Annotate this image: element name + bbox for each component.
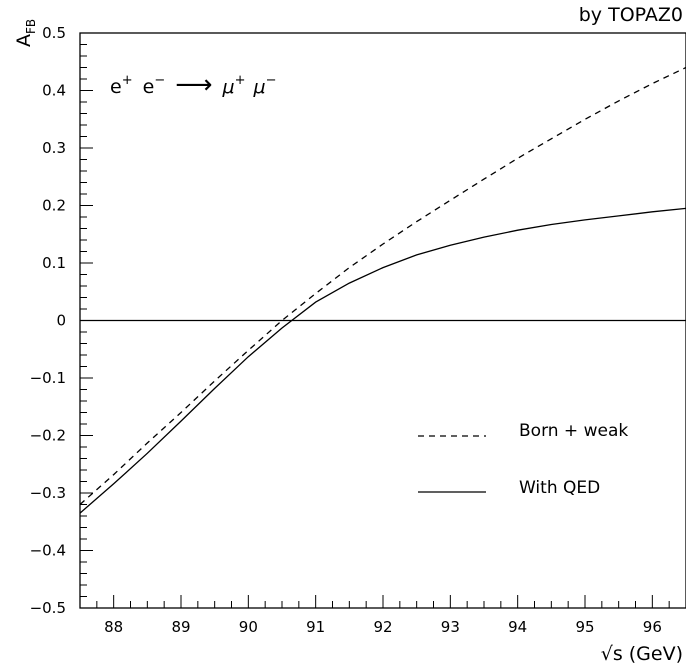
credit-label: by TOPAZ0 — [579, 4, 683, 26]
x-tick-label: 88 — [104, 618, 123, 636]
y-tick-label: −0.2 — [30, 427, 66, 445]
y-axis-title-sub: FB — [24, 19, 38, 34]
y-tick-label: 0.3 — [42, 139, 66, 157]
legend-label-born-weak: Born + weak — [519, 421, 628, 441]
process-rhs-1-sup: + — [235, 73, 246, 88]
labels-layer: by TOPAZ0 AFB √s (GeV) e+ e− ⟶ μ+ μ− Born + … — [13, 4, 683, 665]
process-lhs-1-sup: + — [122, 73, 133, 88]
process-lhs-1: e — [110, 76, 122, 98]
x-tick-label: 91 — [306, 618, 325, 636]
y-axis-title-base: A — [13, 34, 35, 47]
legend: Born + weak With QED — [418, 421, 628, 498]
process-rhs-1: μ — [222, 76, 235, 98]
process-arrow: ⟶ — [175, 70, 212, 100]
process-annotation: e+ e− ⟶ μ+ μ− — [110, 70, 277, 100]
y-tick-label: −0.4 — [30, 542, 66, 560]
y-axis-title: AFB — [13, 19, 38, 47]
x-axis-title-text: s (GeV) — [613, 643, 683, 665]
y-tick-label: 0.1 — [42, 254, 66, 272]
legend-label-with-qed: With QED — [519, 478, 600, 498]
x-tick-label: 92 — [373, 618, 392, 636]
y-tick-label: 0.4 — [42, 82, 66, 100]
series-with-qed-line — [79, 207, 686, 514]
y-tick-label: 0.5 — [42, 24, 66, 42]
x-tick-label: 90 — [239, 618, 258, 636]
y-tick-label: −0.3 — [30, 484, 66, 502]
process-rhs-2-sup: − — [266, 73, 277, 88]
y-tick-label: 0 — [56, 312, 66, 330]
x-tick-label: 95 — [575, 618, 594, 636]
series-layer — [79, 66, 686, 514]
process-lhs-2-sup: − — [154, 73, 165, 88]
y-tick-label: −0.5 — [30, 599, 66, 617]
x-tick-label: 93 — [441, 618, 460, 636]
x-axis-title: √s (GeV) — [601, 643, 683, 665]
y-tick-label: 0.2 — [42, 197, 66, 215]
series-born-weak-line — [79, 66, 686, 505]
axes-layer: −0.5 −0.4 −0.3 −0.2 −0.1 0 0.1 0.2 0.3 0.4 0.5 88 89… — [30, 24, 686, 636]
y-tick-label: −0.1 — [30, 369, 66, 387]
process-lhs-2: e — [143, 76, 155, 98]
x-axis-title-root: √ — [601, 643, 614, 665]
x-tick-label: 94 — [508, 618, 527, 636]
x-tick-label: 96 — [643, 618, 662, 636]
x-tick-label: 89 — [171, 618, 190, 636]
process-rhs-2: μ — [253, 76, 266, 98]
